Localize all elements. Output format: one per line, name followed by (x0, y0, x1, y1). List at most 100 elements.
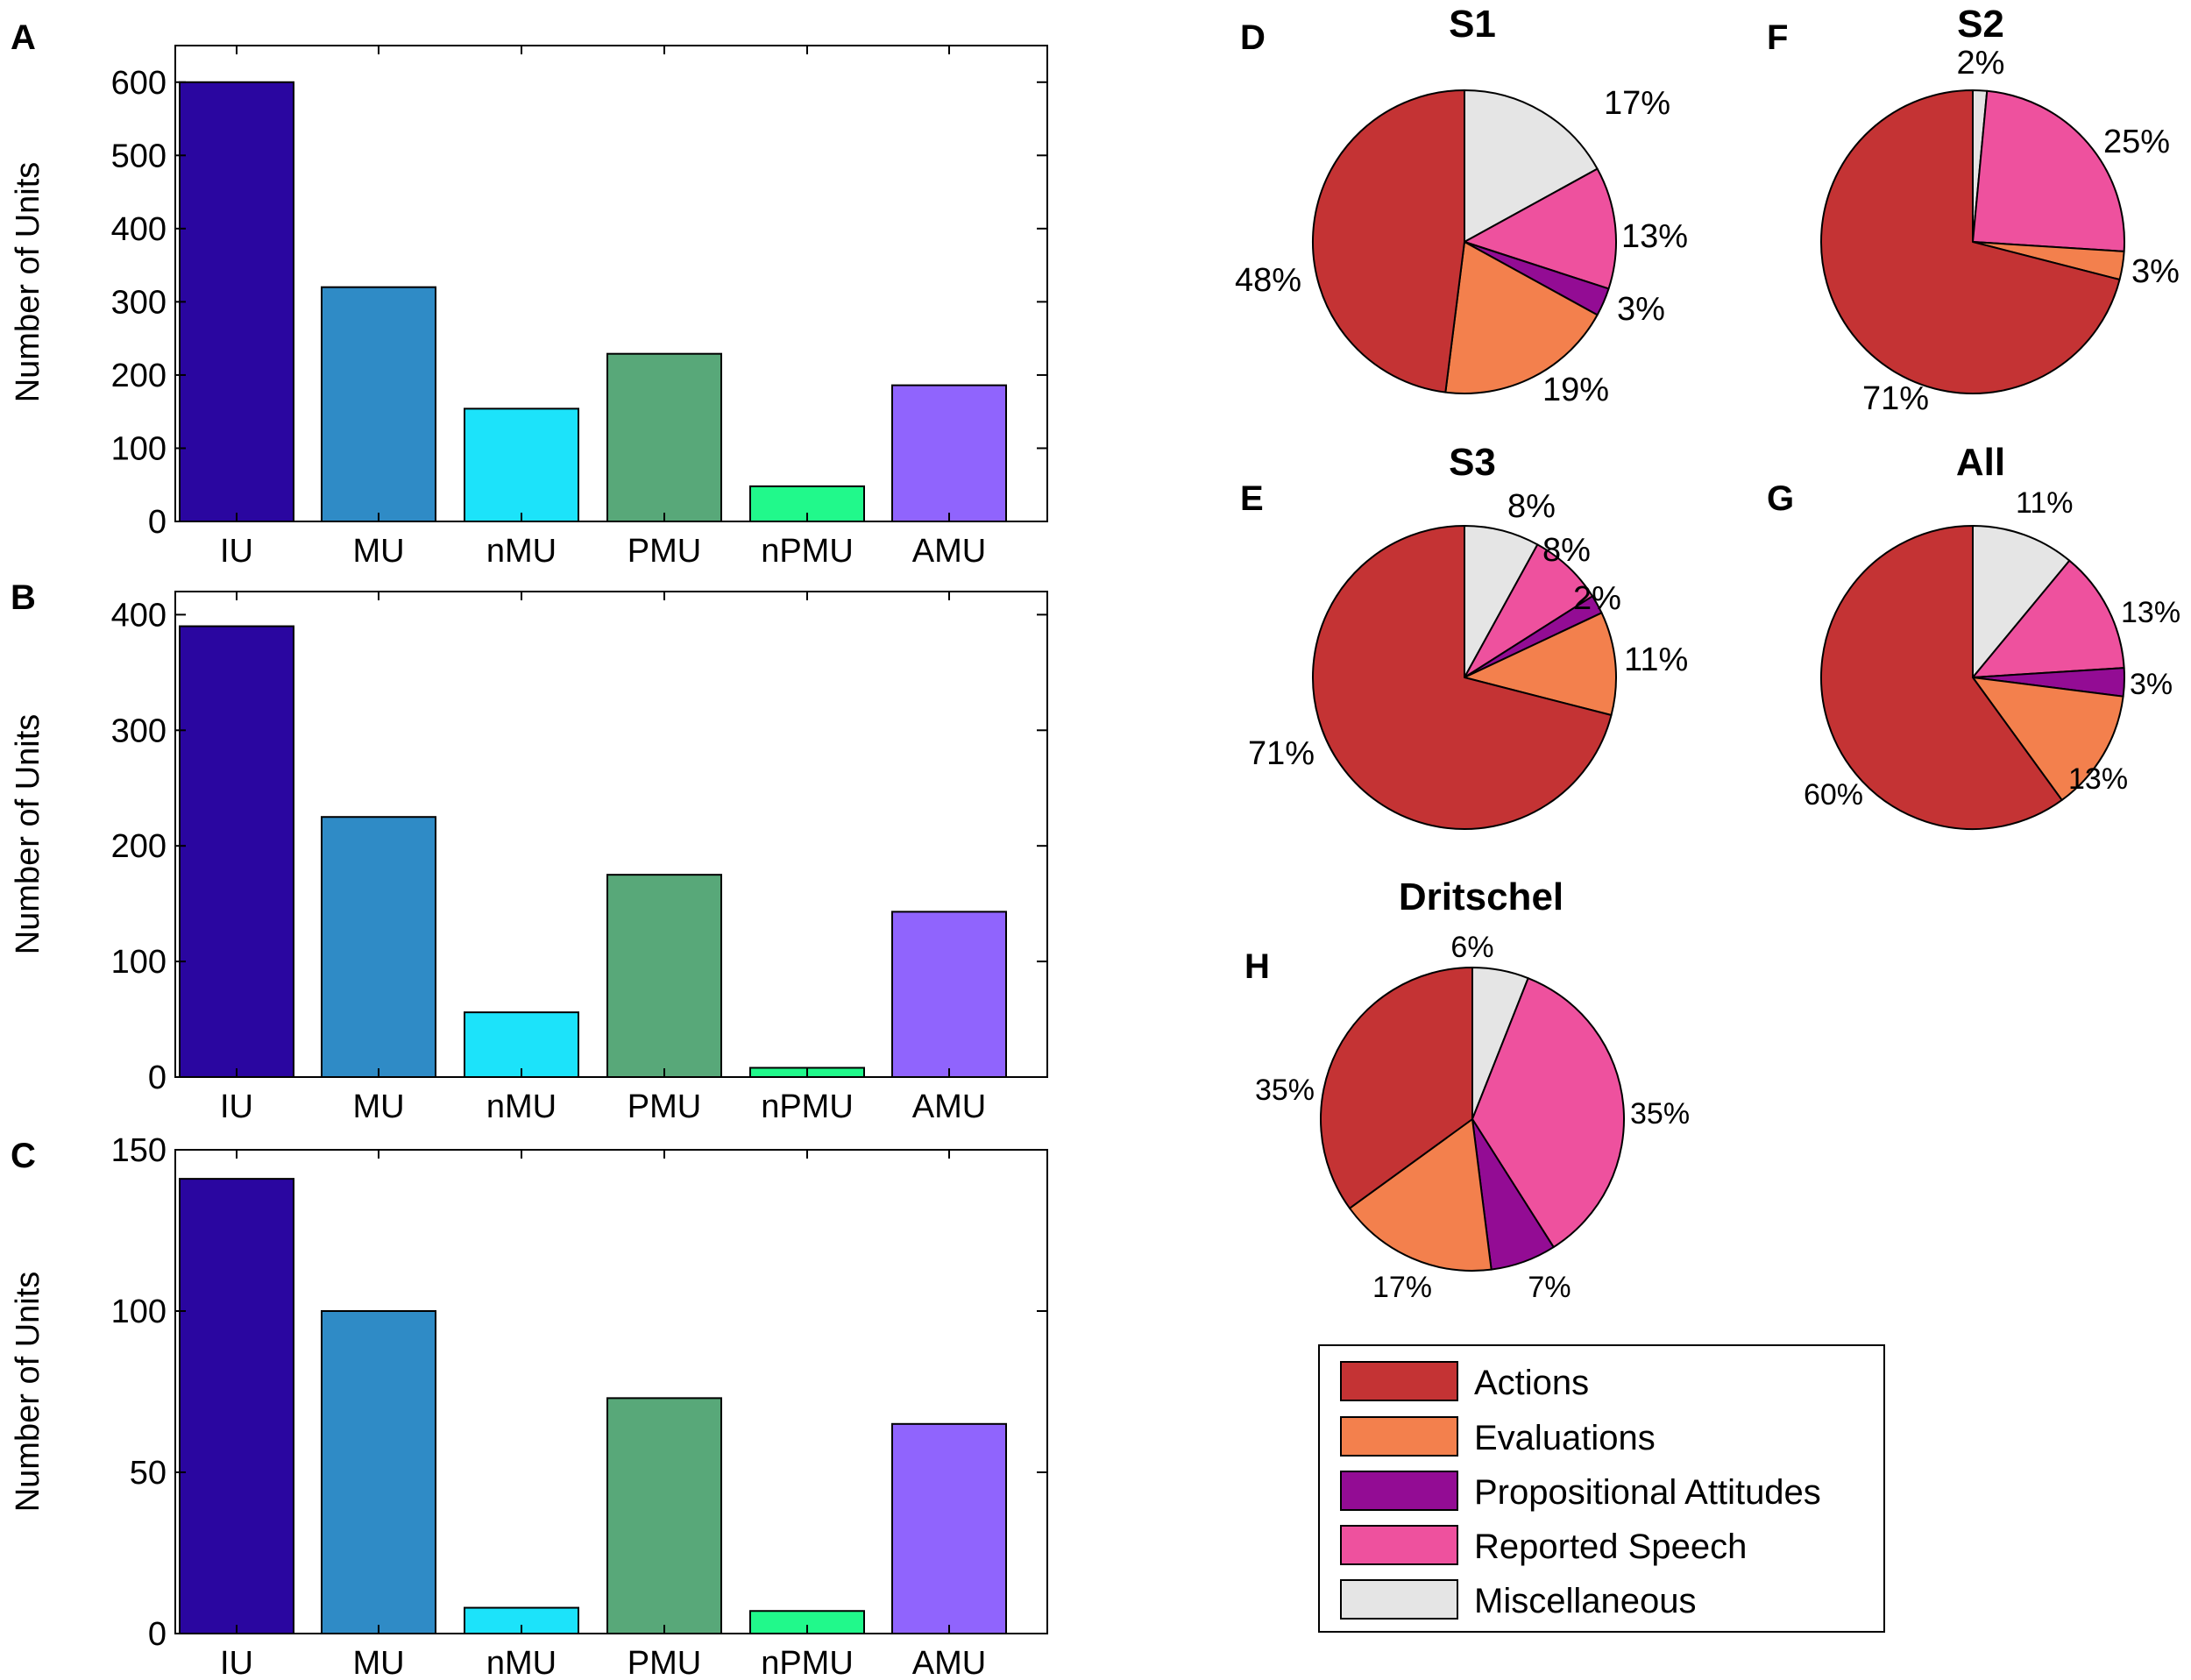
y-tick-label: 0 (148, 1060, 167, 1096)
pie-slice-reported-speech (1972, 89, 2126, 252)
pie-chart-g: 11% 13% 3% 13% 60% All G (1767, 441, 2180, 830)
x-tick-label: PMU (628, 1088, 701, 1125)
panel-letter: A (11, 18, 36, 57)
bar-mu (321, 1310, 436, 1634)
panel-letter: H (1244, 947, 1270, 986)
y-tick-label: 400 (111, 597, 167, 634)
x-tick-label: AMU (912, 1088, 986, 1125)
legend-swatch-reported-speech (1340, 1525, 1458, 1565)
pie-slice-label: 35% (1255, 1074, 1315, 1107)
pie-slice-label: 11% (1624, 642, 1688, 678)
x-tick-label: PMU (628, 533, 701, 570)
pie-chart-e: 8% 8% 2%11% 71% S3 E (1240, 441, 1688, 830)
pie-slice-evaluations (1972, 677, 2124, 801)
y-tick-label: 400 (111, 211, 167, 248)
pie-title: All (1956, 441, 2005, 484)
y-axis-label: Number of Units (10, 1272, 46, 1513)
pie-slice-label: 71% (1248, 735, 1315, 772)
y-tick-label: 200 (111, 358, 167, 394)
pie-chart-f: 2% 25% 3% 71% S2 F (1767, 3, 2180, 417)
pie-slice-actions (1311, 89, 1465, 393)
y-tick-label: 150 (111, 1132, 167, 1169)
x-tick-label: nPMU (761, 1645, 854, 1680)
pie-slice-label: 13% (2068, 762, 2128, 796)
x-tick-label: MU (352, 533, 404, 570)
x-tick-label: nMU (486, 1088, 557, 1125)
pie-slice-label: 13% (2121, 596, 2180, 629)
bar-iu (179, 1178, 294, 1634)
legend-label: Propositional Attitudes (1474, 1473, 1821, 1512)
x-tick-label: IU (220, 1088, 253, 1125)
panel-letter: E (1240, 479, 1264, 518)
panel-letter: D (1240, 18, 1266, 57)
bar-pmu (606, 874, 722, 1079)
x-tick-label: MU (352, 1088, 404, 1125)
pie-slice-label: 8% (1542, 532, 1591, 569)
y-tick-label: 500 (111, 138, 167, 174)
pie-slice-label: 2% (1573, 580, 1621, 617)
y-tick-label: 100 (111, 1294, 167, 1330)
bar-pmu (606, 352, 722, 522)
pie-slice-reported-speech (1471, 977, 1626, 1249)
pie-title: S2 (1957, 3, 2004, 46)
pie-chart-h: 6% 35% 7% 17% 35% Dritschel H (1244, 875, 1690, 1304)
legend: Actions Evaluations Propositional Attitude… (1318, 1344, 1885, 1633)
x-tick-label: IU (220, 1645, 253, 1680)
panel-letter: B (11, 578, 36, 617)
pie-slice-label: 8% (1507, 488, 1556, 525)
x-tick-label: AMU (912, 1645, 986, 1680)
pie-slice-miscellaneous (1464, 89, 1599, 243)
pie-slice-reported-speech (1464, 167, 1617, 290)
pie-slice-label: 17% (1604, 85, 1670, 122)
x-tick-label: MU (352, 1645, 404, 1680)
pie-slice-evaluations (1444, 241, 1599, 395)
pie-slice-actions (1820, 525, 2063, 830)
pie-slice-label: 71% (1862, 380, 1929, 417)
legend-swatch-miscellaneous (1340, 1579, 1458, 1620)
y-axis-label: Number of Units (10, 714, 46, 955)
pie-slice-reported-speech (1972, 559, 2125, 678)
y-tick-label: 600 (111, 65, 167, 102)
pie-slice-actions (1311, 525, 1613, 830)
legend-label: Actions (1474, 1364, 1589, 1402)
bar-chart-b: IU MU nMU PMU nPMU AMU 0 100 200 300 400 Number of … (10, 578, 1048, 1125)
x-tick-label: PMU (628, 1645, 701, 1680)
bar-nmu (464, 408, 579, 522)
x-tick-label: IU (220, 533, 253, 570)
pie-slice-label: 48% (1235, 262, 1301, 299)
pie-slice-label: 7% (1528, 1271, 1571, 1304)
pie-slice-label: 11% (2016, 486, 2074, 520)
y-tick-label: 100 (111, 430, 167, 467)
y-tick-label: 50 (130, 1455, 167, 1492)
pie-title: S1 (1449, 3, 1496, 46)
pie-slice-label: 3% (2130, 668, 2173, 701)
y-axis-label: Number of Units (10, 162, 46, 403)
pie-slice-actions (1319, 967, 1473, 1209)
pie-slice-label: 3% (2131, 253, 2180, 290)
y-tick-label: 100 (111, 944, 167, 981)
pie-title: Dritschel (1399, 875, 1563, 918)
panel-letter: G (1767, 479, 1794, 518)
pie-chart-d: 17% 13% 3% 19% 48% S1 D (1235, 3, 1688, 408)
bar-pmu (606, 1397, 722, 1634)
bar-amu (891, 1422, 1007, 1635)
y-tick-label: 0 (148, 504, 167, 541)
pie-slice-label: 3% (1617, 291, 1665, 328)
x-tick-label: nPMU (761, 1088, 854, 1125)
legend-label: Evaluations (1474, 1419, 1656, 1457)
bar-amu (891, 384, 1007, 523)
bar-chart-c: IU MU nMU PMU nPMU AMU 0 50 100 150 Number of Unit… (10, 1132, 1048, 1680)
panel-letter: F (1767, 18, 1788, 57)
pie-slice-label: 13% (1621, 218, 1688, 255)
pie-slice-evaluations (1464, 612, 1617, 717)
y-tick-label: 0 (148, 1616, 167, 1653)
bar-amu (891, 911, 1007, 1079)
legend-label: Reported Speech (1474, 1528, 1747, 1566)
bar-nmu (464, 1011, 579, 1078)
legend-swatch-actions (1340, 1361, 1458, 1401)
bar-mu (321, 286, 436, 522)
pie-slice-label: 19% (1542, 372, 1609, 408)
y-tick-label: 300 (111, 284, 167, 321)
bar-chart-a: IU MU nMU PMU nPMU AMU 0 100 200 300 400 500 600 Numb… (10, 18, 1048, 570)
